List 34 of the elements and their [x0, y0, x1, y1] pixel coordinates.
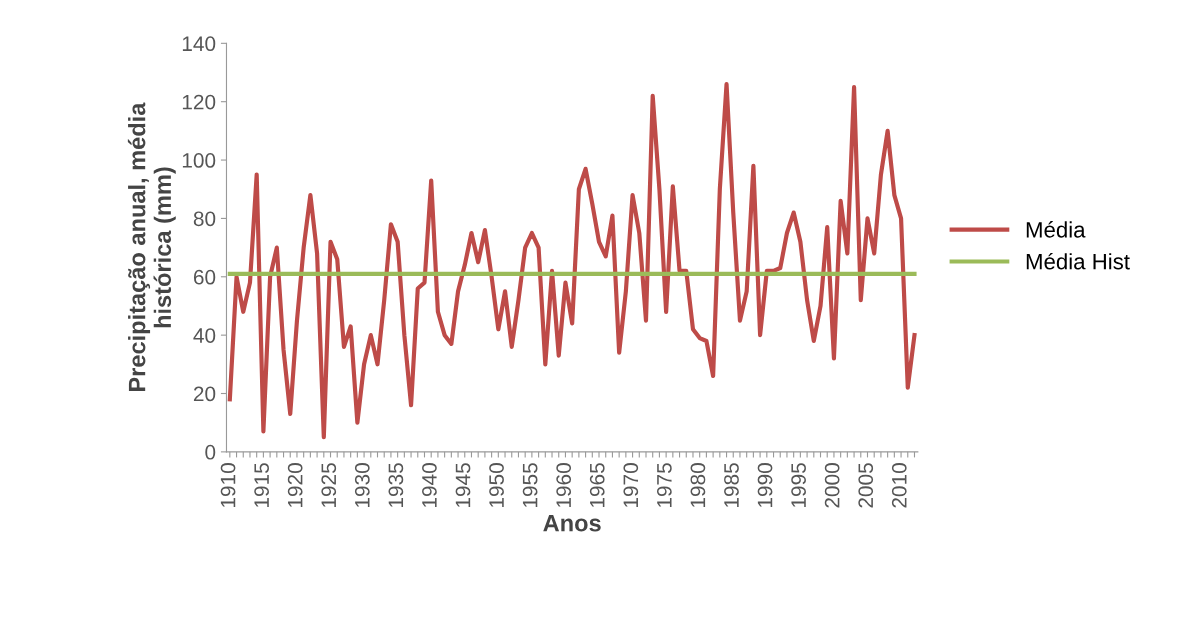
- x-tick-label: 1930: [354, 463, 370, 508]
- line-series: [227, 82, 917, 440]
- x-tick-label: 1925: [321, 463, 337, 508]
- x-tick-label: 1945: [455, 463, 471, 508]
- y-tick-label: 100: [182, 153, 216, 168]
- x-tick-label: 2000: [824, 463, 840, 508]
- legend-label: Média: [1026, 221, 1086, 238]
- y-tick-label: 0: [205, 444, 216, 460]
- x-tick-label: 1935: [388, 463, 404, 508]
- x-tick-label: 1910: [220, 463, 236, 508]
- y-tick-label: 60: [193, 269, 216, 285]
- x-tick-label: 1965: [589, 463, 605, 508]
- x-tick-label: 1995: [791, 463, 806, 508]
- x-tick-label: 1980: [690, 463, 706, 508]
- x-tick-label: 1955: [522, 463, 538, 508]
- x-tick-label: 1985: [724, 463, 739, 508]
- x-tick-label: 2010: [891, 463, 907, 508]
- y-tick-label: 20: [193, 386, 216, 402]
- x-tick-label: 1915: [254, 463, 269, 508]
- x-tick-label: 1950: [489, 463, 504, 508]
- y-axis-title: Precipitação anual, média histórica (mm): [127, 102, 176, 392]
- x-tick-label: 1970: [623, 463, 639, 508]
- x-tick-label: 1975: [656, 463, 672, 508]
- y-tick-label: 140: [182, 36, 216, 52]
- x-tick-label: 1990: [757, 463, 773, 508]
- x-axis-title: Anos: [543, 515, 601, 532]
- y-tick-label: 80: [193, 211, 216, 227]
- x-tick-label: 1960: [556, 463, 572, 508]
- y-tick-label: 120: [182, 94, 216, 110]
- x-tick-label: 1940: [422, 463, 437, 508]
- x-tick-label: 1920: [287, 463, 303, 508]
- x-tick-label: 2005: [858, 463, 874, 508]
- legend-label: Média Hist: [1026, 252, 1130, 270]
- y-tick-label: 40: [193, 328, 216, 343]
